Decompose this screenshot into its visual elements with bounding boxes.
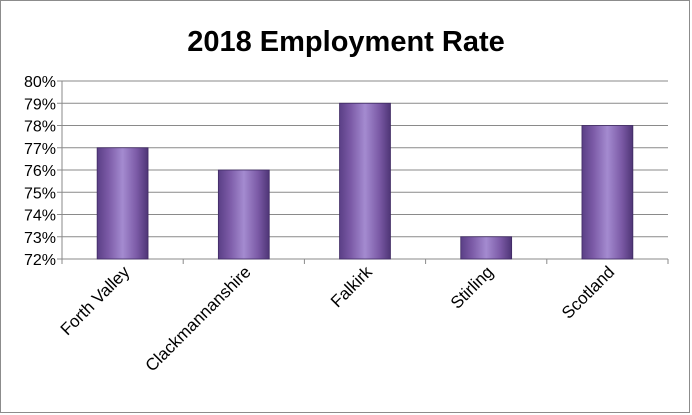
bar-forth-valley xyxy=(96,147,149,260)
y-tick-label: 73% xyxy=(24,230,56,247)
bar-clackmannanshire xyxy=(217,169,270,260)
x-category-label: Stirling xyxy=(447,262,497,312)
y-tick-label: 78% xyxy=(24,119,56,136)
bar-falkirk xyxy=(339,102,391,260)
y-tick-label: 79% xyxy=(24,96,56,113)
x-axis-category-labels: Forth Valley Clackmannanshire Falkirk Stirl… xyxy=(57,262,618,375)
y-tick-label: 74% xyxy=(24,208,56,225)
y-tick-label: 80% xyxy=(24,74,56,91)
y-axis-tick-labels: 72% 73% 74% 75% 76% 77% 78% 79% 80% xyxy=(24,74,56,269)
bar-scotland xyxy=(581,125,634,260)
x-category-label: Falkirk xyxy=(327,262,376,311)
y-tick-label: 75% xyxy=(24,185,56,202)
y-tick-label: 76% xyxy=(24,163,56,180)
x-category-label: Scotland xyxy=(558,262,618,322)
x-category-label: Clackmannanshire xyxy=(142,262,255,375)
y-tick-label: 72% xyxy=(24,252,56,269)
y-tick-label: 77% xyxy=(24,141,56,158)
chart-title: 2018 Employment Rate xyxy=(187,26,505,58)
bars xyxy=(96,102,634,260)
x-category-label: Forth Valley xyxy=(57,262,134,339)
bar-stirling xyxy=(460,236,513,260)
